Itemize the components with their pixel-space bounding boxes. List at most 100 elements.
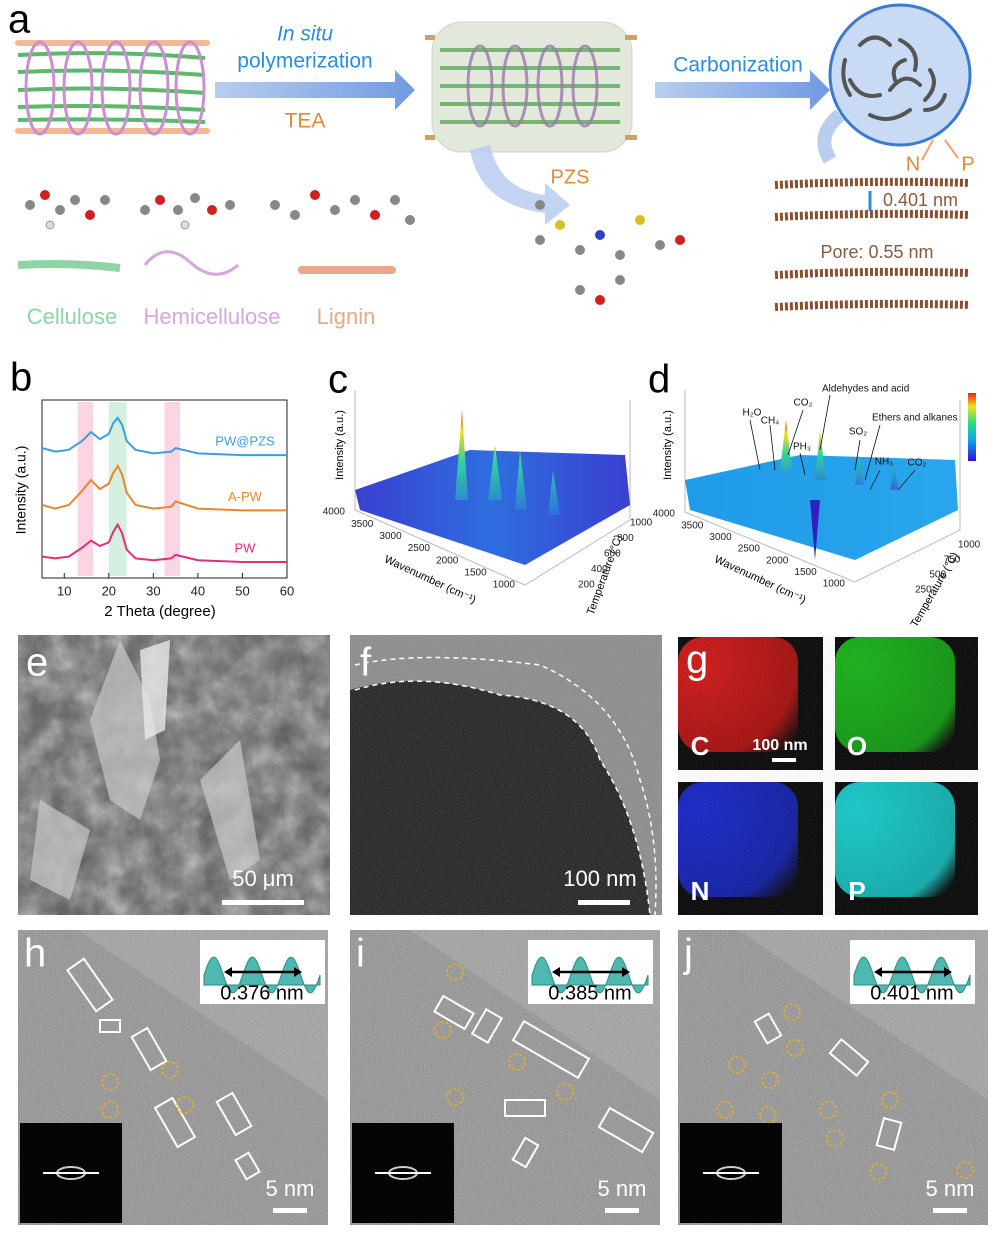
x-axis-label: Wavenumber (cm⁻¹) (712, 553, 807, 606)
panel-i: 0.385 nm i 5 nm (350, 930, 660, 1225)
x-tick-label: 4000 (653, 509, 676, 520)
defect-circle (728, 1056, 746, 1074)
panel-label: j (683, 932, 693, 976)
panel-e: e 50 μm (18, 635, 330, 915)
x-tick-label: 20 (102, 583, 116, 598)
lattice-box (215, 1091, 253, 1137)
x-tick-label: 3500 (681, 520, 704, 531)
x-tick-label: 1500 (464, 567, 487, 578)
lattice-box (828, 1037, 870, 1078)
defect-circle (716, 1101, 734, 1119)
scale-label: 5 nm (598, 1176, 647, 1201)
z-tick-label: 1000 (630, 518, 653, 529)
x-tick-label: 4000 (323, 507, 346, 518)
x-tick-label: 40 (191, 583, 205, 598)
lattice-box (511, 1136, 540, 1169)
molecules (25, 190, 685, 305)
arrowhead (224, 967, 302, 977)
z-tick-label: 500 (929, 570, 946, 581)
defect-circle (819, 1101, 837, 1119)
legend-label: Hemicellulose (144, 304, 281, 329)
defect-circle (826, 1129, 844, 1147)
panel-b: b 2 Theta (degree) Intensity (a.u.) 10 20… (10, 356, 294, 620)
lattice-box (234, 1151, 261, 1181)
lattice-box (153, 1096, 197, 1149)
annotation: Aldehydes and acid (822, 384, 909, 395)
spacing-label: 0.385 nm (548, 982, 631, 1004)
x-tick-label: 3000 (709, 532, 732, 543)
lattice-box (66, 957, 114, 1013)
arrow-label: polymerization (237, 50, 372, 73)
series-label: PW@PZS (215, 434, 275, 449)
x-axis-label: 2 Theta (degree) (104, 603, 215, 620)
panel-label: c (328, 358, 348, 402)
y-axis-label: Intensity (a.u.) (662, 410, 674, 480)
annotation: CH₄ (761, 416, 780, 427)
panel-label: i (356, 932, 365, 976)
lattice-box (130, 1026, 168, 1072)
element-label: N (691, 876, 710, 906)
scale-bar (273, 1208, 307, 1213)
x-tick-label: 30 (146, 583, 160, 598)
carbon-particle (817, 3, 972, 164)
defect-circle (446, 963, 464, 981)
element-label: O (847, 731, 867, 761)
z-tick-label: 400 (591, 564, 608, 575)
series-line (41, 463, 287, 512)
panel-label: h (24, 932, 46, 976)
scale-bar (222, 900, 304, 905)
plot-frame (41, 399, 288, 579)
x-tick-label: 2000 (766, 555, 789, 566)
defect-circle (161, 1061, 179, 1079)
profile-curve (853, 956, 971, 994)
lattice-box (597, 1106, 655, 1154)
panel-g: g C O N P 100 nm (678, 637, 978, 915)
z-tick-label: 750 (944, 555, 961, 566)
panel-label: d (648, 358, 670, 402)
panel-a: a In situ polymerization TEA Carbonizati… (8, 0, 975, 329)
spacing-label: 0.401 nm (883, 190, 958, 210)
panel-d: d Intensity (a.u.) Wavenumber (cm⁻¹) Tem… (648, 358, 981, 630)
lattice-box (99, 1019, 121, 1033)
panel-label: b (10, 356, 32, 400)
lattice-box (432, 994, 476, 1031)
x-tick-label: 60 (280, 583, 294, 598)
arrowhead (552, 967, 630, 977)
pore-label: Pore: 0.55 nm (820, 242, 933, 262)
legend-swatch (17, 260, 121, 272)
dopant-label: P (961, 153, 974, 175)
scale-bar (605, 1208, 639, 1213)
element-label: C (691, 731, 710, 761)
panel-label: a (8, 0, 31, 42)
panel-c: c Intensity (a.u.) Wavenumber (cm⁻¹) Tem… (323, 358, 653, 617)
lattice-box (753, 1012, 783, 1045)
scale-bar (772, 758, 796, 762)
legend-label: Lignin (317, 304, 376, 329)
panel-f: f 100 nm (350, 635, 662, 916)
z-tick-label: 250 (915, 585, 932, 596)
panel-h: 0.376 nm h 5 nm (18, 930, 328, 1225)
z-tick-label: 600 (604, 549, 621, 560)
defect-circle (786, 1039, 804, 1057)
annotation: H₂O (743, 408, 762, 419)
panel-label: e (26, 641, 48, 685)
z-tick-label: 200 (578, 580, 595, 591)
spacing-label: 0.376 nm (220, 982, 303, 1004)
scale-label: 5 nm (266, 1176, 315, 1201)
profile-curve (531, 956, 649, 994)
annotation: SO₂ (849, 427, 867, 438)
annotation: Ethers and alkanes (872, 413, 958, 424)
lattice-box (470, 1008, 504, 1044)
x-tick-label: 3500 (351, 519, 374, 530)
defect-circle (434, 1021, 452, 1039)
series-line (41, 522, 287, 563)
series-label: A-PW (228, 489, 263, 504)
x-tick-label: 3000 (379, 531, 402, 542)
defect-circle (761, 1071, 779, 1089)
defect-circle (881, 1091, 899, 1109)
annotation: CO₂ (908, 458, 927, 469)
x-tick-label: 2500 (408, 543, 431, 554)
arrowhead (874, 967, 952, 977)
lattice-box (504, 1099, 546, 1117)
